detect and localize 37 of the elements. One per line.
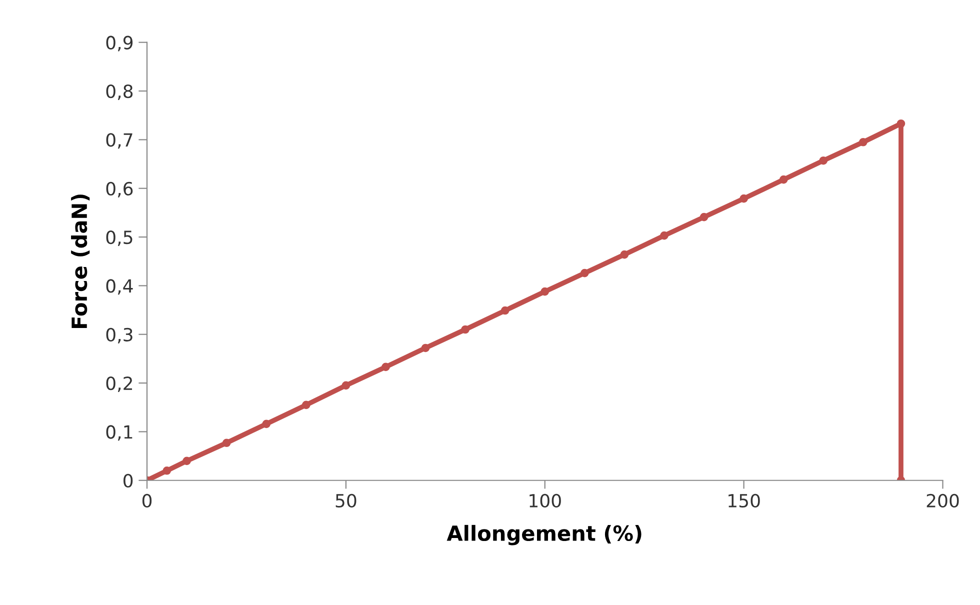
x-tick-label: 150: [728, 494, 760, 508]
point: [819, 156, 828, 165]
point: [461, 325, 470, 334]
point: [342, 381, 350, 390]
x-axis-title: Allongement (%): [446, 524, 642, 546]
y-tick-label: 0,8: [106, 84, 133, 100]
x-tick-label: 0: [142, 494, 152, 508]
point: [262, 420, 271, 428]
point: [222, 438, 231, 448]
x-tick-label: 200: [926, 494, 959, 508]
x-tick-label: 50: [336, 494, 356, 508]
point: [660, 231, 668, 240]
point: [500, 306, 510, 315]
point: [620, 250, 629, 259]
point: [580, 268, 589, 278]
point: [182, 456, 191, 466]
y-tick-label: 0,3: [106, 328, 132, 344]
point: [162, 466, 172, 475]
point: [382, 362, 390, 372]
point: [700, 212, 708, 222]
y-tick-label: 0,1: [106, 425, 132, 441]
x-tick-label: 100: [530, 494, 561, 508]
point: [896, 119, 906, 128]
y-tick-label: 0,4: [106, 279, 133, 295]
point: [740, 194, 748, 203]
y-tick-label: 0: [124, 474, 133, 488]
point: [859, 138, 868, 146]
y-tick-label: 0,2: [106, 376, 132, 392]
y-tick-label: 0,7: [106, 133, 132, 149]
point: [779, 175, 788, 184]
y-tick-label: 0,6: [106, 182, 133, 198]
point: [302, 400, 310, 410]
y-axis-title: Force (daN): [71, 194, 90, 328]
y-tick-label: 0,9: [106, 36, 133, 52]
y-tick-label: 0,5: [106, 230, 132, 246]
point: [540, 287, 550, 296]
point: [421, 344, 430, 352]
